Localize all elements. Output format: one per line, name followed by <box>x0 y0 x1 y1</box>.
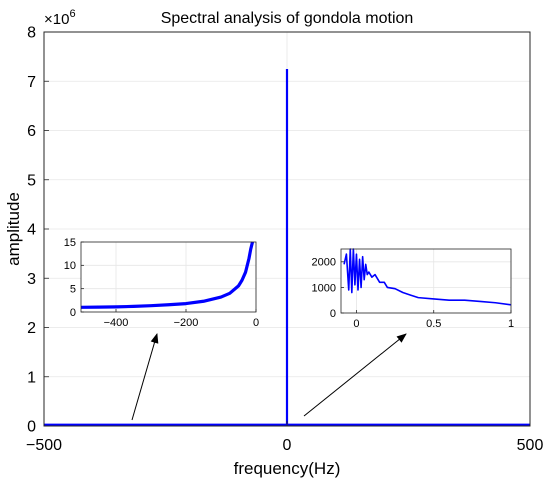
left-inset-x-tick-label: −400 <box>104 317 129 329</box>
left-inset-y-tick-label: 15 <box>64 237 76 249</box>
main-y-tick-label: 4 <box>27 222 36 239</box>
right-inset-x-tick-label: 1 <box>508 318 514 330</box>
left-inset-ticks: −400 −200 0 0 5 10 15 <box>64 237 259 329</box>
left-inset-x-tick-label: 0 <box>253 317 259 329</box>
left-inset-series <box>80 241 255 309</box>
right-inset-frame <box>340 248 512 314</box>
main-y-tick-label: 3 <box>27 271 36 288</box>
left-inset-frame <box>80 241 257 313</box>
right-inset-x-tick-label: 0.5 <box>426 318 441 330</box>
left-inset-axes: −400 −200 0 0 5 10 15 <box>64 237 259 329</box>
x-axis-label: frequency(Hz) <box>234 459 341 478</box>
left-inset-plot-area <box>81 242 256 312</box>
left-inset-y-tick-label: 10 <box>64 260 76 272</box>
main-y-tick-label: 5 <box>27 172 36 189</box>
main-y-tick-label: 1 <box>27 369 36 386</box>
main-y-tick-label: 8 <box>27 25 36 42</box>
chart-title: Spectral analysis of gondola motion <box>161 10 414 27</box>
right-inset-ticks: 0 0.5 1 0 1000 2000 <box>312 257 515 330</box>
right-inset-y-tick-label: 0 <box>330 308 336 320</box>
main-x-tick-label: 500 <box>517 437 544 454</box>
left-inset-series-line <box>80 241 255 309</box>
y-axis-multiplier-exponent: 6 <box>69 8 75 20</box>
main-x-tick-label: −500 <box>26 437 62 454</box>
main-y-tick-label: 6 <box>27 123 36 140</box>
main-y-tick-label: 2 <box>27 320 36 337</box>
right-inset-y-tick-label: 2000 <box>312 257 336 269</box>
left-inset-x-tick-label: −200 <box>174 317 199 329</box>
right-inset-y-tick-label: 1000 <box>312 282 336 294</box>
y-axis-multiplier: ×106 <box>44 8 76 28</box>
y-axis-multiplier-base: ×10 <box>44 11 69 28</box>
main-y-tick-label: 0 <box>27 419 36 436</box>
left-inset-y-tick-label: 0 <box>70 307 76 319</box>
left-inset-y-tick-label: 5 <box>70 284 76 296</box>
right-inset-axes: 0 0.5 1 0 1000 2000 <box>312 248 515 330</box>
main-x-tick-label: 0 <box>283 437 292 454</box>
right-inset-plot-area <box>341 249 511 313</box>
right-inset-x-tick-label: 0 <box>353 318 359 330</box>
main-y-tick-label: 7 <box>27 74 36 91</box>
left-annotation-arrow <box>131 333 159 421</box>
y-axis-label: amplitude <box>4 192 23 266</box>
right-annotation-arrow <box>303 333 407 417</box>
